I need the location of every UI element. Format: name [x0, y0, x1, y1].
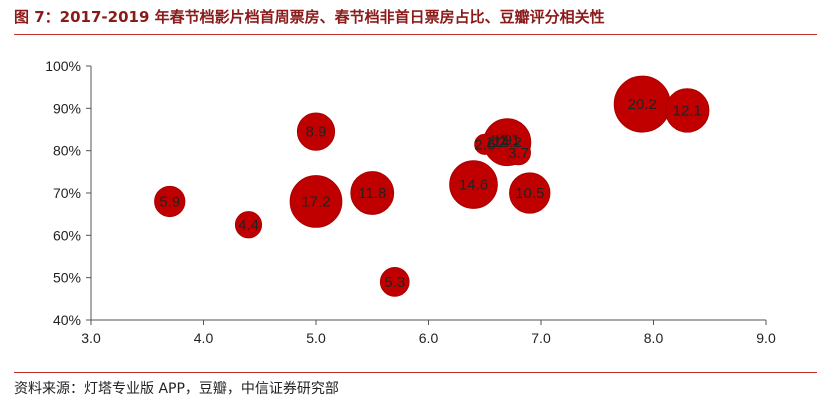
- y-tick-label: 100%: [45, 58, 81, 74]
- bubble-label: 0.9: [491, 132, 512, 149]
- y-tick-label: 50%: [53, 270, 81, 286]
- bubble-label: 14.2: [493, 134, 522, 151]
- x-tick-label: 4.0: [194, 330, 214, 346]
- bubble-label: 8.9: [306, 124, 327, 141]
- source-divider: [14, 372, 817, 373]
- bubble-label: 5.9: [159, 193, 180, 210]
- bubble: [449, 160, 498, 209]
- y-tick-label: 60%: [53, 227, 81, 243]
- bubble: [350, 171, 395, 215]
- bubble-label: 17.2: [301, 193, 330, 210]
- x-tick-label: 7.0: [531, 330, 551, 346]
- bubble: [154, 185, 186, 218]
- x-tick-label: 6.0: [419, 330, 439, 346]
- bubble: [506, 140, 531, 166]
- bubble: [289, 175, 343, 228]
- x-tick-label: 5.0: [306, 330, 326, 346]
- bubble: [509, 172, 551, 214]
- y-tick-label: 70%: [53, 185, 81, 201]
- bubble: [234, 211, 263, 239]
- bubble-label: 5.3: [384, 274, 405, 291]
- bubble: [296, 112, 336, 151]
- bubble-chart: 40% 50% 60% 70% 80% 90% 100% 3.0 4.0 5.0 6.0 7.0 8.0…: [45, 58, 776, 346]
- y-tick-label: 90%: [53, 100, 81, 116]
- bubble-label: 12.1: [673, 102, 702, 119]
- x-tick-label: 9.0: [756, 330, 776, 346]
- bubble-label: 2.6: [474, 136, 495, 153]
- title-divider: [14, 34, 817, 35]
- bubble-label: 1.2: [486, 134, 507, 151]
- bubble-label: 3.7: [508, 145, 529, 162]
- x-tick-label: 8.0: [644, 330, 664, 346]
- x-tick-label: 3.0: [81, 330, 101, 346]
- source-note: 资料来源：灯塔专业版 APP，豆瓣，中信证券研究部: [14, 381, 339, 397]
- bubble-label: 20.2: [628, 96, 657, 113]
- y-tick-label: 40%: [53, 312, 81, 328]
- bubble: [379, 267, 410, 297]
- bubble-label: 4.4: [238, 217, 259, 234]
- bubble-label: 1.1: [499, 132, 520, 149]
- bubble-label: 11.8: [358, 185, 386, 202]
- y-tick-label: 80%: [53, 143, 81, 159]
- bubble-label: 14.6: [459, 177, 488, 194]
- bubble-label: 10.5: [515, 185, 544, 202]
- chart-title: 图 7：2017-2019 年春节档影片档首周票房、春节档非首日票房占比、豆瓣评…: [14, 8, 605, 26]
- bubble: [665, 88, 710, 133]
- bubble: [495, 133, 509, 147]
